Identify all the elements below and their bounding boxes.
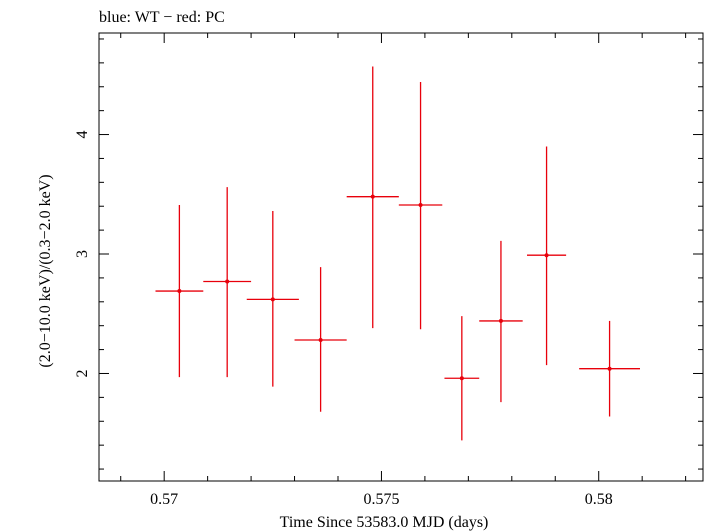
point-marker bbox=[370, 194, 375, 199]
x-tick-label: 0.58 bbox=[585, 491, 613, 508]
data-point bbox=[294, 267, 347, 412]
point-marker bbox=[418, 203, 423, 208]
point-marker bbox=[270, 297, 275, 302]
point-marker bbox=[177, 289, 182, 294]
x-tick-label: 0.575 bbox=[363, 491, 399, 508]
data-point bbox=[579, 320, 640, 417]
y-tick-label: 4 bbox=[74, 131, 91, 139]
data-point bbox=[246, 211, 299, 387]
y-tick-label: 2 bbox=[74, 369, 91, 377]
data-point bbox=[346, 66, 399, 329]
point-marker bbox=[607, 366, 612, 371]
data-point bbox=[527, 146, 567, 366]
data-point bbox=[203, 187, 252, 378]
y-tick-label: 3 bbox=[74, 250, 91, 258]
point-marker bbox=[225, 279, 230, 284]
x-tick-label: 0.57 bbox=[150, 491, 178, 508]
point-marker bbox=[544, 253, 549, 258]
y-axis: 2 3 4 bbox=[74, 38, 703, 470]
point-marker bbox=[318, 338, 323, 343]
data-point bbox=[444, 316, 480, 441]
data-point bbox=[398, 81, 443, 330]
data-point bbox=[155, 205, 204, 378]
plot-frame bbox=[98, 32, 704, 482]
point-marker bbox=[498, 318, 503, 323]
chart-title: blue: WT − red: PC bbox=[99, 9, 225, 26]
x-axis-label: Time Since 53583.0 MJD (days) bbox=[280, 514, 489, 531]
data-point bbox=[479, 240, 523, 403]
y-axis-label: (2.0−10.0 keV)/(0.3−2.0 keV) bbox=[37, 174, 54, 367]
data-series bbox=[155, 66, 640, 441]
x-axis: 0.57 0.575 0.58 bbox=[120, 33, 687, 508]
point-marker bbox=[459, 376, 464, 381]
